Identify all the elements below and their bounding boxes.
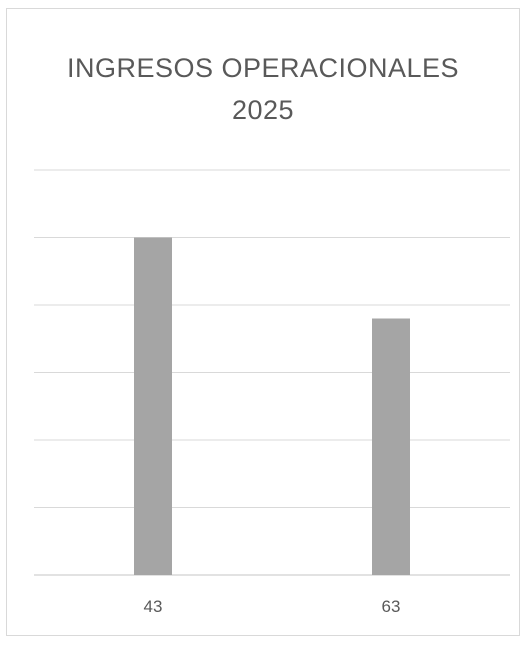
bars [134, 237, 410, 575]
chart-title-line-1: INGRESOS OPERACIONALES [66, 53, 460, 83]
bar-63 [372, 318, 410, 575]
gridlines [34, 169, 510, 576]
chart-frame: INGRESOS OPERACIONALES 2025 [6, 8, 520, 636]
category-labels: 43 63 [144, 597, 401, 616]
bar-43 [134, 237, 172, 575]
chart-title: INGRESOS OPERACIONALES 2025 [7, 47, 519, 131]
chart-title-line-2: 2025 [231, 95, 295, 125]
x-tick-label: 63 [382, 597, 401, 616]
x-tick-label: 43 [144, 597, 163, 616]
